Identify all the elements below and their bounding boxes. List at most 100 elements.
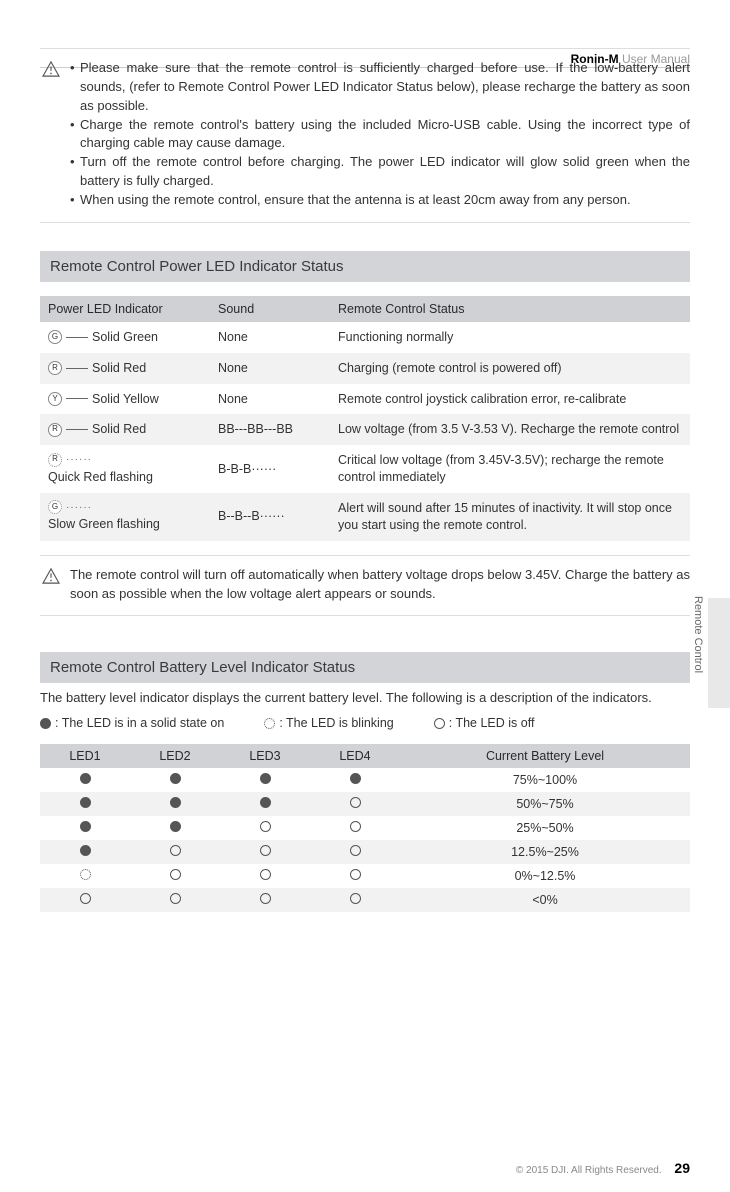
sound-cell: B-B-B······	[210, 445, 330, 493]
led-indicator-cell: G······Slow Green flashing	[40, 493, 210, 541]
led-line-icon	[66, 368, 88, 369]
bullet-dot: •	[70, 116, 80, 154]
battery-row: 0%~12.5%	[40, 864, 690, 888]
legend-off: : The LED is off	[434, 716, 535, 730]
led-line-icon	[66, 429, 88, 430]
led-label: Solid Green	[92, 329, 158, 346]
battery-level-cell: 25%~50%	[400, 816, 690, 840]
warning-text: Charge the remote control's battery usin…	[80, 116, 690, 154]
legend-row: : The LED is in a solid state on : The L…	[40, 716, 690, 730]
status-cell: Remote control joystick calibration erro…	[330, 384, 690, 415]
led-dots-icon: ······	[66, 453, 92, 467]
led-cell	[220, 816, 310, 840]
led-off-icon	[260, 845, 271, 856]
led-solid-icon	[80, 821, 91, 832]
led-cell	[310, 768, 400, 792]
status-cell: Low voltage (from 3.5 V-3.53 V). Recharg…	[330, 414, 690, 445]
bullet-dot: •	[70, 59, 80, 116]
led-off-icon	[350, 869, 361, 880]
side-label: Remote Control	[692, 596, 704, 673]
led-label: Quick Red flashing	[48, 469, 202, 486]
battery-row: 25%~50%	[40, 816, 690, 840]
note-text: The remote control will turn off automat…	[70, 566, 690, 604]
battery-header: LED1	[40, 744, 130, 768]
led-cell	[130, 768, 220, 792]
led-label: Solid Red	[92, 360, 146, 377]
led-solid-icon	[260, 773, 271, 784]
led-solid-icon	[260, 797, 271, 808]
led-solid-icon	[170, 773, 181, 784]
page-number: 29	[674, 1160, 690, 1176]
legend-off-text: : The LED is off	[449, 716, 535, 730]
status-row: G Solid GreenNoneFunctioning normally	[40, 322, 690, 353]
warning-text: Turn off the remote control before charg…	[80, 153, 690, 191]
battery-row: 12.5%~25%	[40, 840, 690, 864]
battery-level-cell: <0%	[400, 888, 690, 912]
led-icon: G	[48, 330, 62, 344]
sound-cell: BB---BB---BB	[210, 414, 330, 445]
led-cell	[40, 888, 130, 912]
led-line-icon	[66, 337, 88, 338]
led-cell	[130, 792, 220, 816]
led-off-icon	[80, 893, 91, 904]
note-box: The remote control will turn off automat…	[40, 555, 690, 617]
led-blink-icon	[80, 869, 91, 880]
legend-solid-text: : The LED is in a solid state on	[55, 716, 224, 730]
led-cell	[310, 816, 400, 840]
status-cell: Critical low voltage (from 3.45V-3.5V); …	[330, 445, 690, 493]
battery-level-cell: 0%~12.5%	[400, 864, 690, 888]
footer: © 2015 DJI. All Rights Reserved. 29	[516, 1160, 690, 1176]
led-off-icon	[350, 821, 361, 832]
led-solid-icon	[350, 773, 361, 784]
led-label: Solid Red	[92, 421, 146, 438]
led-cell	[130, 864, 220, 888]
side-tab	[708, 598, 730, 708]
led-solid-icon	[80, 845, 91, 856]
led-indicator-cell: R Solid Red	[40, 353, 210, 384]
led-indicator-cell: G Solid Green	[40, 322, 210, 353]
sound-cell: None	[210, 353, 330, 384]
legend-blink: : The LED is blinking	[264, 716, 393, 730]
battery-header: LED2	[130, 744, 220, 768]
led-off-icon	[170, 893, 181, 904]
legend-blink-text: : The LED is blinking	[279, 716, 393, 730]
led-cell	[220, 864, 310, 888]
led-cell	[40, 864, 130, 888]
led-cell	[310, 864, 400, 888]
status-header: Power LED Indicator	[40, 296, 210, 322]
battery-header: LED3	[220, 744, 310, 768]
led-off-icon	[260, 893, 271, 904]
warning-item: •Please make sure that the remote contro…	[70, 59, 690, 116]
battery-header: Current Battery Level	[400, 744, 690, 768]
led-indicator-cell: Y Solid Yellow	[40, 384, 210, 415]
status-table: Power LED IndicatorSoundRemote Control S…	[40, 296, 690, 541]
status-cell: Functioning normally	[330, 322, 690, 353]
led-dots-icon: ······	[66, 501, 92, 515]
led-cell	[310, 792, 400, 816]
led-blink-icon	[264, 718, 275, 729]
led-solid-icon	[80, 797, 91, 808]
battery-level-cell: 75%~100%	[400, 768, 690, 792]
battery-level-cell: 50%~75%	[400, 792, 690, 816]
battery-level-cell: 12.5%~25%	[400, 840, 690, 864]
battery-table: LED1LED2LED3LED4Current Battery Level 75…	[40, 744, 690, 912]
led-off-icon	[434, 718, 445, 729]
section2-desc: The battery level indicator displays the…	[40, 689, 690, 708]
led-cell	[220, 792, 310, 816]
sound-cell: B--B--B······	[210, 493, 330, 541]
status-cell: Alert will sound after 15 minutes of ina…	[330, 493, 690, 541]
led-icon: Y	[48, 392, 62, 406]
led-label: Solid Yellow	[92, 391, 159, 408]
led-cell	[310, 888, 400, 912]
status-row: R······Quick Red flashingB-B-B······Crit…	[40, 445, 690, 493]
status-cell: Charging (remote control is powered off)	[330, 353, 690, 384]
led-off-icon	[260, 821, 271, 832]
led-off-icon	[350, 893, 361, 904]
status-header: Sound	[210, 296, 330, 322]
sound-cell: None	[210, 384, 330, 415]
warning-icon	[42, 568, 60, 584]
led-cell	[220, 840, 310, 864]
led-icon: G	[48, 500, 62, 514]
status-row: R Solid RedNoneCharging (remote control …	[40, 353, 690, 384]
legend-solid: : The LED is in a solid state on	[40, 716, 224, 730]
